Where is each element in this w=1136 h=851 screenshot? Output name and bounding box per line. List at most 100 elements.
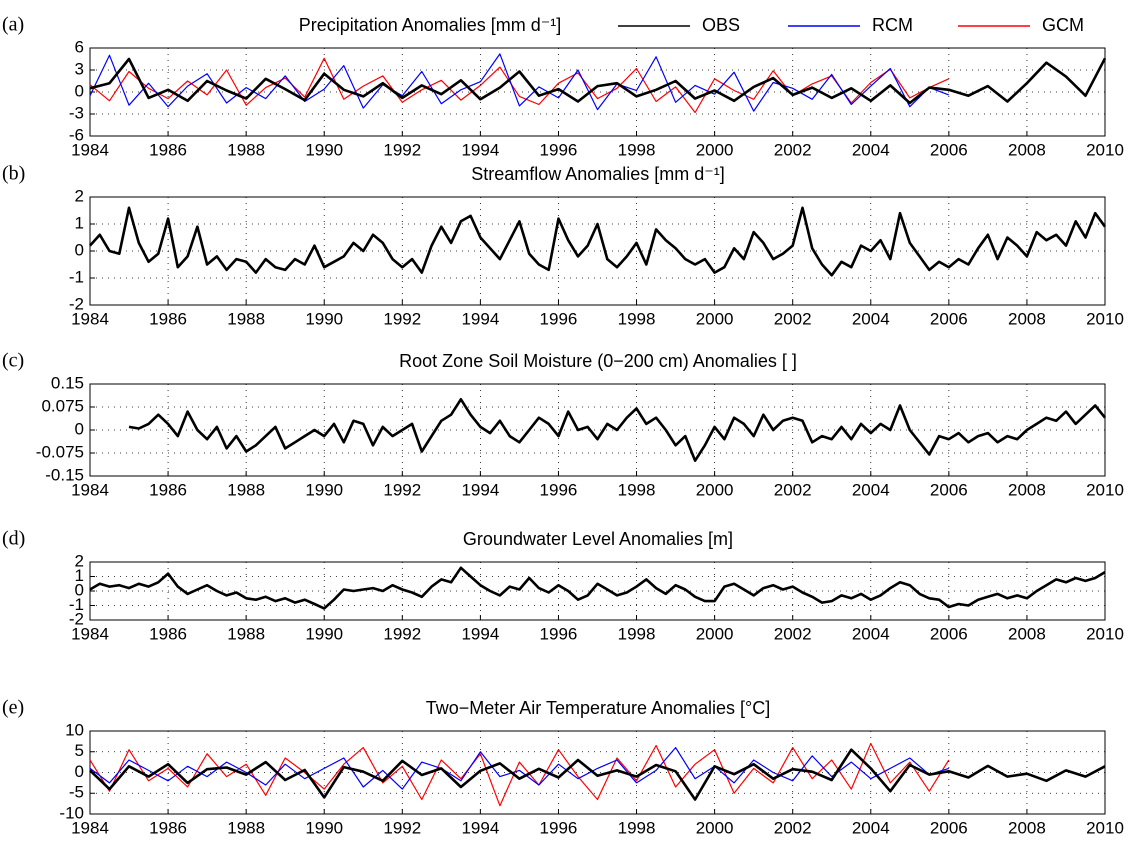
x-tick-label: 1986 [149,309,187,328]
x-tick-label: 2004 [852,818,890,837]
plot-frame [89,47,1106,137]
y-tick-label: 0 [75,762,84,781]
x-tick-label: 2008 [1008,140,1046,159]
x-tick-label: 1998 [618,309,656,328]
y-tick-label: 3 [75,59,84,78]
x-tick-label: 1992 [383,624,421,643]
x-tick-label: 2006 [930,140,968,159]
x-tick-label: 1994 [461,818,499,837]
x-tick-label: 1988 [227,624,265,643]
chart-title: Two−Meter Air Temperature Anomalies [°C] [426,698,771,718]
x-tick-label: 2000 [696,818,734,837]
chart-title: Root Zone Soil Moisture (0−200 cm) Anoma… [399,351,797,371]
data-line [89,747,949,790]
x-tick-label: 2008 [1008,480,1046,499]
x-tick-label: 1986 [149,624,187,643]
y-tick-label: -0.075 [36,442,84,461]
x-tick-label: 1998 [618,140,656,159]
y-tick-label: 0 [75,240,84,259]
y-tick-label: 0.075 [41,396,84,415]
y-tick-label: 5 [75,741,84,760]
y-tick-label: 0.15 [51,373,84,392]
x-tick-label: 2000 [696,140,734,159]
x-tick-label: 1996 [540,140,578,159]
x-tick-label: 2008 [1008,818,1046,837]
panel-label: (c) [2,350,24,372]
chart-title: Streamflow Anomalies [mm d⁻¹] [471,164,725,184]
x-tick-label: 1994 [461,480,499,499]
panel-label: (e) [2,697,24,719]
x-tick-label: 1998 [618,818,656,837]
panel: 1984 1986 1988 1990 1992 1994 1996 1998 2000 2002… [2,697,1124,838]
x-tick-label: 1988 [227,309,265,328]
x-tick-label: 1986 [149,480,187,499]
y-tick-label: 1 [75,213,84,232]
x-tick-label: 1994 [461,624,499,643]
data-line [128,398,1107,462]
plot-frame [89,730,1106,815]
x-tick-label: 1994 [461,140,499,159]
x-tick-label: 1994 [461,309,499,328]
plot-frame [89,383,1106,477]
legend-label: GCM [1042,15,1084,35]
data-line [89,742,950,807]
x-tick-label: 1990 [305,818,343,837]
panel-label: (b) [2,163,25,185]
data-line [89,57,1107,105]
y-tick-label: 0 [75,580,84,599]
x-tick-label: 1998 [618,624,656,643]
y-tick-label: -1 [69,595,84,614]
x-tick-label: 1992 [383,140,421,159]
x-tick-label: 1992 [383,480,421,499]
data-line [89,53,950,112]
x-tick-label: 2002 [774,140,812,159]
y-tick-label: -2 [69,609,84,628]
x-tick-label: 2000 [696,480,734,499]
x-tick-label: 1988 [227,140,265,159]
x-tick-label: 1992 [383,818,421,837]
y-tick-label: -5 [69,783,84,802]
legend-label: RCM [872,15,913,35]
x-tick-label: 2010 [1086,818,1124,837]
x-tick-label: 1984 [71,624,109,643]
x-tick-label: 1984 [71,818,109,837]
chart-title: Groundwater Level Anomalies [m] [463,529,733,549]
panel: 1984 1986 1988 1990 1992 1994 1996 1998 2000 2002… [2,350,1124,500]
x-tick-label: 1988 [227,818,265,837]
x-tick-label: 2010 [1086,309,1124,328]
x-tick-label: 2002 [774,624,812,643]
y-tick-label: 6 [75,37,84,56]
x-tick-label: 1998 [618,480,656,499]
x-tick-label: 1992 [383,309,421,328]
y-tick-label: -3 [69,103,84,122]
data-line [89,57,950,114]
panel: 1984 1986 1988 1990 1992 1994 1996 1998 2000 2002… [2,14,1124,160]
x-tick-label: 1990 [305,624,343,643]
x-tick-label: 2004 [852,140,890,159]
x-tick-label: 1996 [540,480,578,499]
x-tick-label: 2006 [930,480,968,499]
plot-frame [89,196,1106,306]
chart-title: Precipitation Anomalies [mm d⁻¹] [299,15,562,35]
plot-frame [89,561,1106,621]
x-tick-label: 1990 [305,309,343,328]
y-tick-label: -2 [69,294,84,313]
y-tick-label: 1 [75,566,84,585]
panel: 1984 1986 1988 1990 1992 1994 1996 1998 2000 2002… [2,163,1124,329]
y-tick-label: -0.15 [45,465,84,484]
y-tick-label: -6 [69,125,84,144]
data-line [89,206,1107,277]
x-tick-label: 2010 [1086,140,1124,159]
y-tick-label: 2 [75,551,84,570]
y-tick-label: 0 [75,81,84,100]
x-tick-label: 2008 [1008,309,1046,328]
x-tick-label: 1990 [305,140,343,159]
x-tick-label: 1996 [540,624,578,643]
x-tick-label: 2006 [930,309,968,328]
x-tick-label: 1996 [540,818,578,837]
x-tick-label: 2006 [930,818,968,837]
panel-label: (a) [2,14,24,36]
x-tick-label: 1990 [305,480,343,499]
y-tick-label: 0 [75,419,84,438]
x-tick-label: 1986 [149,140,187,159]
